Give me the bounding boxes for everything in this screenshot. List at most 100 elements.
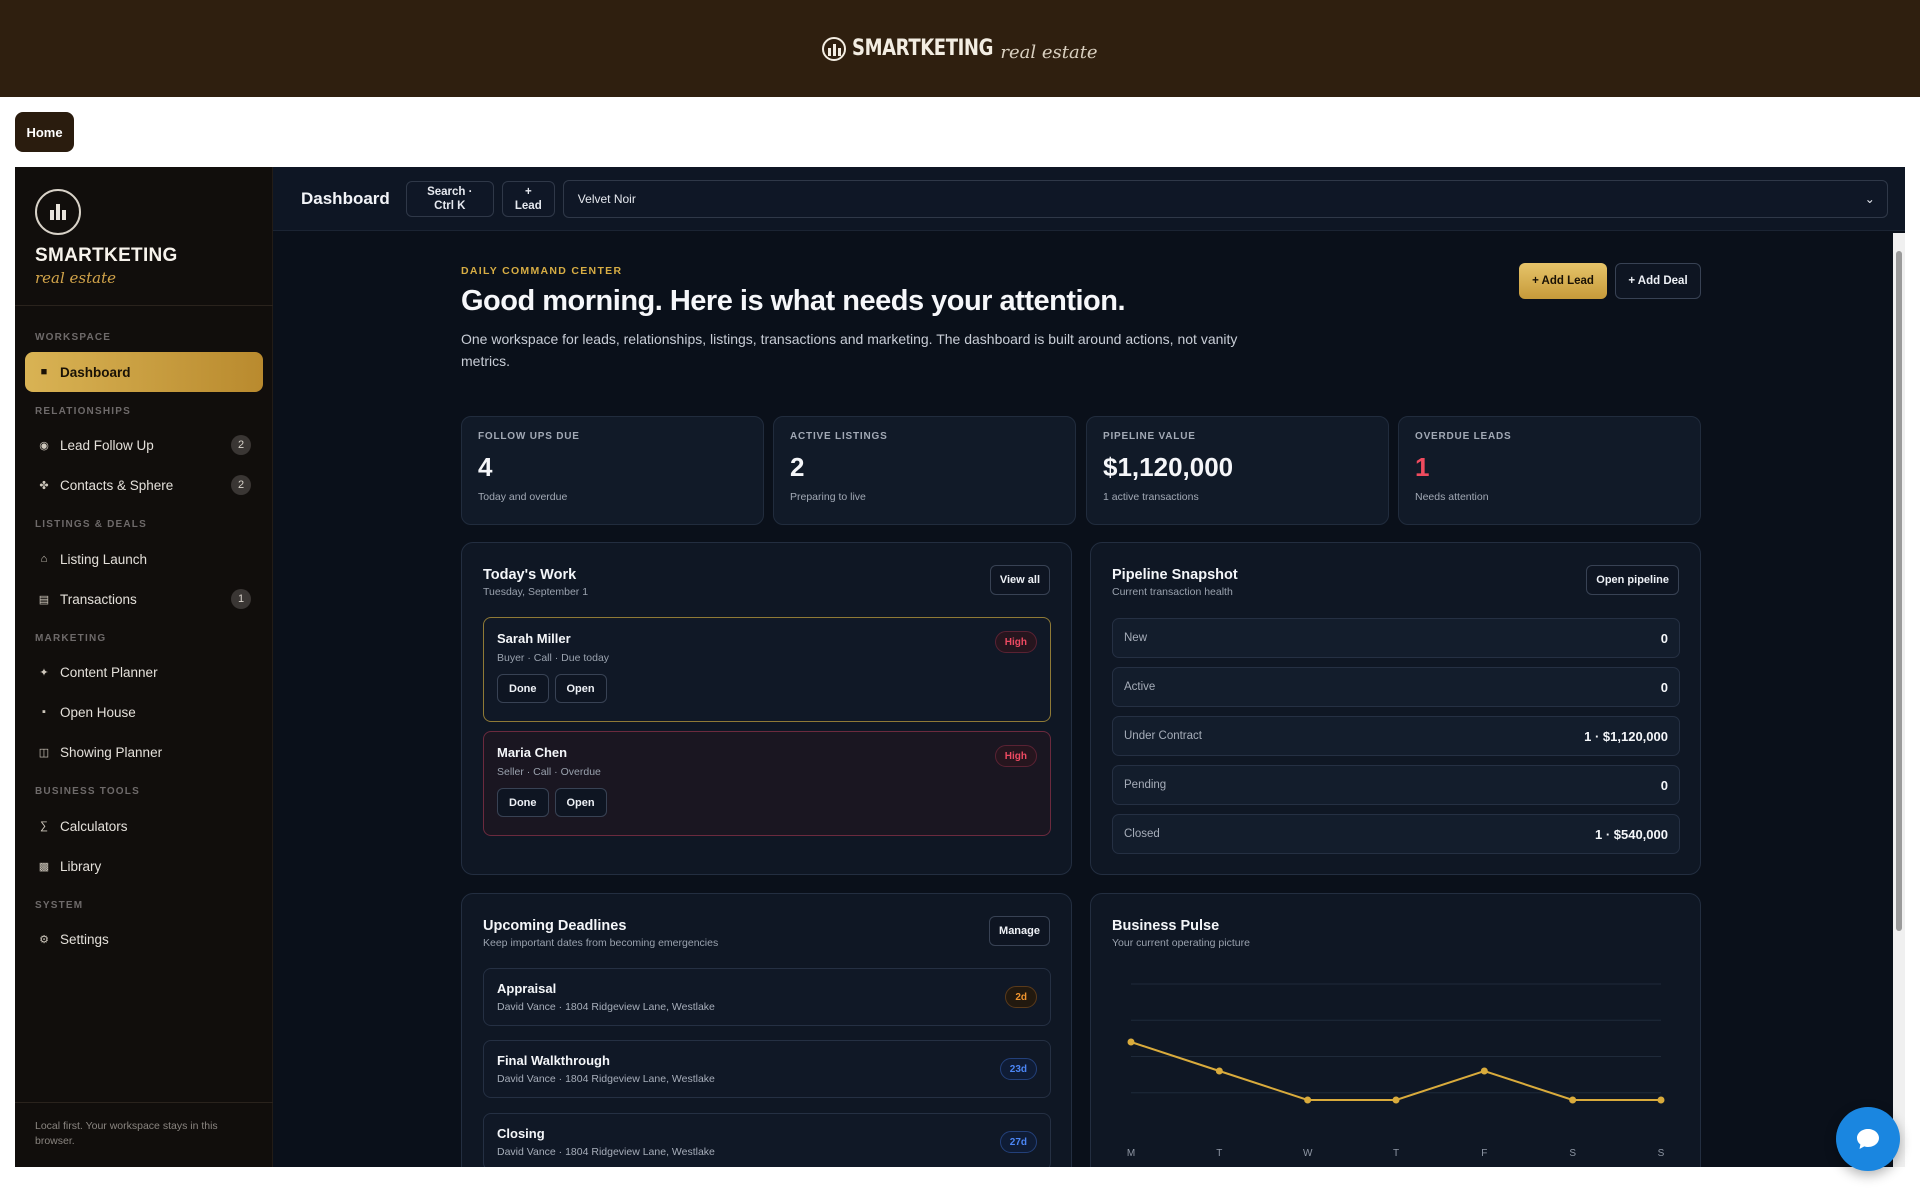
sidebar-item-label: Library <box>60 858 102 874</box>
main-content: DAILY COMMAND CENTER Good morning. Here … <box>273 231 1905 1167</box>
open-pipeline-button[interactable]: Open pipeline <box>1586 565 1679 595</box>
sidebar-item-contacts[interactable]: ✤ Contacts & Sphere 2 <box>25 465 263 505</box>
section-label-business: BUSINESS TOOLS <box>35 786 140 797</box>
deadline-item[interactable]: Final Walkthrough David Vance · 1804 Rid… <box>483 1040 1051 1098</box>
sidebar-item-calculators[interactable]: ∑ Calculators <box>25 806 263 846</box>
brand-logo: SMARTKETING real estate <box>822 34 1098 63</box>
columns-icon: ◫ <box>38 746 50 759</box>
card-subtitle: Your current operating picture <box>1112 937 1250 949</box>
sidebar-item-label: Settings <box>60 931 109 947</box>
sidebar-item-listing-launch[interactable]: ⌂ Listing Launch <box>25 539 263 579</box>
sidebar-item-lead-follow-up[interactable]: ◉ Lead Follow Up 2 <box>25 425 263 465</box>
data-point <box>1480 1067 1488 1075</box>
manage-button[interactable]: Manage <box>989 916 1050 946</box>
open-button[interactable]: Open <box>554 788 607 817</box>
pipeline-row-closed[interactable]: Closed 1 · $540,000 <box>1112 814 1680 854</box>
sidebar-item-dashboard[interactable]: ■ Dashboard <box>25 352 263 392</box>
priority-badge: High <box>994 631 1037 653</box>
task-name: Sarah Miller <box>497 631 571 646</box>
pipeline-stage-label: Closed <box>1124 828 1160 840</box>
pipeline-row-active[interactable]: Active 0 <box>1112 667 1680 707</box>
stat-caption: Needs attention <box>1415 491 1489 503</box>
sidebar-item-label: Calculators <box>60 818 128 834</box>
page-title: Dashboard <box>301 188 390 208</box>
sidebar-item-label: Lead Follow Up <box>60 437 154 453</box>
pipeline-row-under-contract[interactable]: Under Contract 1 · $1,120,000 <box>1112 716 1680 756</box>
stat-card-pipeline-value[interactable]: PIPELINE VALUE $1,120,000 1 active trans… <box>1086 416 1389 525</box>
sidebar-item-open-house[interactable]: ▪ Open House <box>25 692 263 732</box>
divider <box>15 1102 273 1103</box>
app-header: Dashboard Search · Ctrl K + Lead Velvet … <box>273 167 1905 231</box>
x-tick-label: M <box>1127 1148 1135 1159</box>
deadline-meta: David Vance · 1804 Ridgeview Lane, Westl… <box>497 1146 715 1158</box>
gear-icon: ⚙ <box>39 933 49 946</box>
done-button[interactable]: Done <box>497 674 549 703</box>
data-point <box>1127 1038 1135 1046</box>
search-button[interactable]: Search · Ctrl K <box>405 180 494 217</box>
priority-badge: High <box>994 745 1037 767</box>
stat-label: OVERDUE LEADS <box>1415 431 1512 442</box>
top-banner: SMARTKETING real estate <box>0 0 1920 97</box>
x-tick-label: F <box>1481 1148 1487 1159</box>
todays-work-card: Today's Work Tuesday, September 1 View a… <box>461 542 1072 875</box>
scrollbar[interactable] <box>1893 233 1905 1167</box>
task-item[interactable]: Sarah Miller Buyer · Call · Due today Do… <box>483 617 1051 722</box>
upcoming-deadlines-card: Upcoming Deadlines Keep important dates … <box>461 893 1072 1167</box>
sidebar-item-label: Dashboard <box>60 364 131 380</box>
stat-value: $1,120,000 <box>1103 452 1234 482</box>
card-subtitle: Current transaction health <box>1112 586 1233 598</box>
pipeline-stage-label: Under Contract <box>1124 730 1202 742</box>
card-title: Today's Work <box>483 567 577 583</box>
ledger-icon: ▤ <box>38 593 50 606</box>
data-point <box>1304 1096 1312 1104</box>
deadline-name: Final Walkthrough <box>497 1053 610 1068</box>
home-icon: ⌂ <box>40 553 48 565</box>
sidebar-item-content-planner[interactable]: ✦ Content Planner <box>25 652 263 692</box>
pipeline-stage-value: 1 · $540,000 <box>1594 826 1668 842</box>
sidebar-item-showing-planner[interactable]: ◫ Showing Planner <box>25 732 263 772</box>
view-all-button[interactable]: View all <box>989 565 1050 595</box>
theme-select-value: Velvet Noir <box>577 191 636 206</box>
brand-script: real estate <box>1000 42 1098 63</box>
task-name: Maria Chen <box>497 745 568 760</box>
sidebar-item-settings[interactable]: ⚙ Settings <box>25 919 263 959</box>
pipeline-row-new[interactable]: New 0 <box>1112 618 1680 658</box>
pipeline-stage-label: New <box>1124 632 1148 644</box>
add-deal-button[interactable]: + Add Deal <box>1615 263 1701 299</box>
people-icon: ✤ <box>39 479 49 492</box>
stat-card-active-listings[interactable]: ACTIVE LISTINGS 2 Preparing to live <box>773 416 1076 525</box>
card-subtitle: Tuesday, September 1 <box>483 586 589 598</box>
theme-select[interactable]: Velvet Noir ⌄ <box>562 179 1888 218</box>
building-logo-icon <box>35 189 81 235</box>
sidebar-item-label: Contacts & Sphere <box>60 477 174 493</box>
deadline-meta: David Vance · 1804 Ridgeview Lane, Westl… <box>497 1073 715 1085</box>
dot-icon: ▪ <box>42 706 46 718</box>
sidebar-item-label: Listing Launch <box>60 551 148 567</box>
deadline-item[interactable]: Closing David Vance · 1804 Ridgeview Lan… <box>483 1113 1051 1167</box>
stat-card-follow-ups[interactable]: FOLLOW UPS DUE 4 Today and overdue <box>461 416 764 525</box>
stat-card-overdue-leads[interactable]: OVERDUE LEADS 1 Needs attention <box>1398 416 1701 525</box>
task-item[interactable]: Maria Chen Seller · Call · Overdue Done … <box>483 731 1051 836</box>
app-window: SMARTKETING real estate WORKSPACE ■ Dash… <box>15 167 1905 1167</box>
pipeline-snapshot-card: Pipeline Snapshot Current transaction he… <box>1090 542 1701 875</box>
deadline-item[interactable]: Appraisal David Vance · 1804 Ridgeview L… <box>483 968 1051 1026</box>
new-lead-button[interactable]: + Lead <box>501 180 555 217</box>
card-title: Business Pulse <box>1112 918 1220 934</box>
sidebar-footer-note: Local first. Your workspace stays in thi… <box>35 1120 218 1147</box>
sidebar: SMARTKETING real estate WORKSPACE ■ Dash… <box>15 167 273 1167</box>
open-button[interactable]: Open <box>554 674 607 703</box>
deadline-name: Closing <box>497 1126 545 1141</box>
data-point <box>1569 1096 1577 1104</box>
chat-button[interactable] <box>1836 1107 1900 1171</box>
done-button[interactable]: Done <box>497 788 549 817</box>
sidebar-item-library[interactable]: ▩ Library <box>25 846 263 886</box>
sidebar-item-transactions[interactable]: ▤ Transactions 1 <box>25 579 263 619</box>
pipeline-row-pending[interactable]: Pending 0 <box>1112 765 1680 805</box>
x-tick-label: W <box>1303 1148 1313 1159</box>
scrollbar-thumb[interactable] <box>1896 251 1902 931</box>
count-badge: 2 <box>231 475 251 495</box>
stat-value: 4 <box>478 452 493 482</box>
home-button[interactable]: Home <box>15 112 74 152</box>
add-lead-button[interactable]: + Add Lead <box>1519 263 1607 299</box>
